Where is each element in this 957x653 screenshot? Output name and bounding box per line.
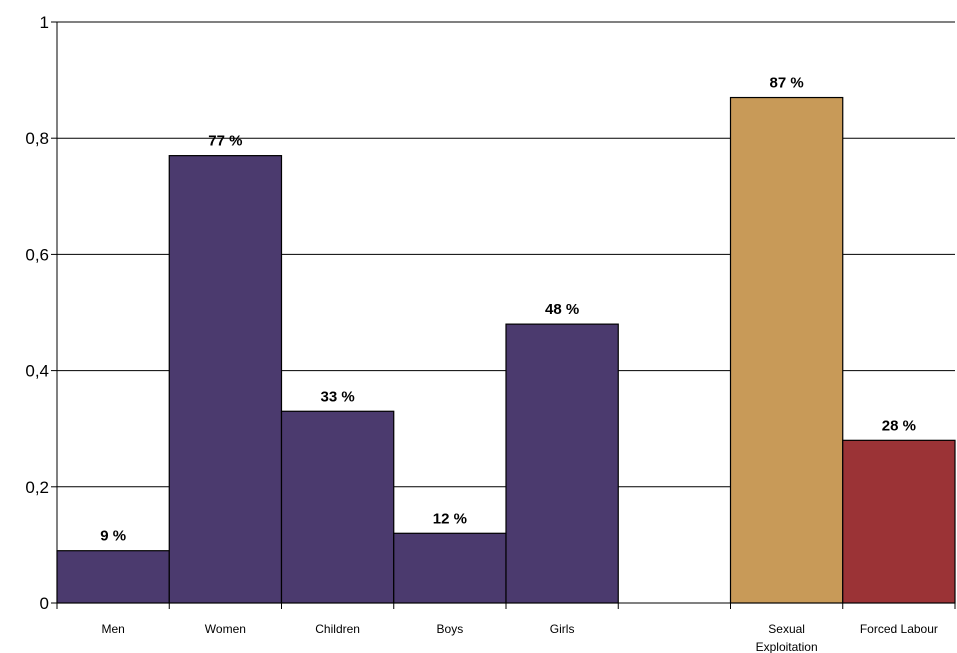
bar-value-label: 28 % — [882, 417, 916, 434]
bar — [393, 532, 507, 604]
bar — [280, 410, 395, 604]
x-category-label: Women — [205, 622, 246, 636]
bar — [729, 96, 844, 604]
bar-value-label: 48 % — [545, 301, 579, 318]
x-category-label: Children — [315, 622, 360, 636]
y-tick-label: 1 — [40, 13, 49, 32]
x-category-label: Sexual — [768, 622, 805, 636]
bar — [168, 155, 283, 604]
y-tick-label: 0,4 — [25, 362, 49, 381]
bar-value-label: 9 % — [100, 528, 126, 545]
bar-value-label: 87 % — [770, 75, 804, 92]
x-category-label: Forced Labour — [860, 622, 938, 636]
bar-value-label: 33 % — [321, 388, 355, 405]
bar — [842, 439, 956, 604]
bars — [56, 96, 956, 604]
bar-value-label: 12 % — [433, 510, 467, 527]
labels: 0 0,2 0,4 0,6 0,8 1 9 % Men 77 % Women 33 % Childre… — [25, 13, 938, 653]
x-category-label: Girls — [550, 622, 575, 636]
y-tick-label: 0,8 — [25, 129, 49, 148]
y-tick-label: 0,6 — [25, 245, 49, 264]
y-tick-label: 0,2 — [25, 478, 49, 497]
bar-value-label: 77 % — [208, 133, 242, 150]
axes — [51, 21, 956, 609]
x-category-label: Exploitation — [756, 640, 818, 653]
x-category-label: Boys — [437, 622, 464, 636]
bar — [505, 323, 619, 604]
bar — [56, 550, 170, 604]
x-category-label: Men — [101, 622, 124, 636]
y-tick-label: 0 — [40, 594, 49, 613]
